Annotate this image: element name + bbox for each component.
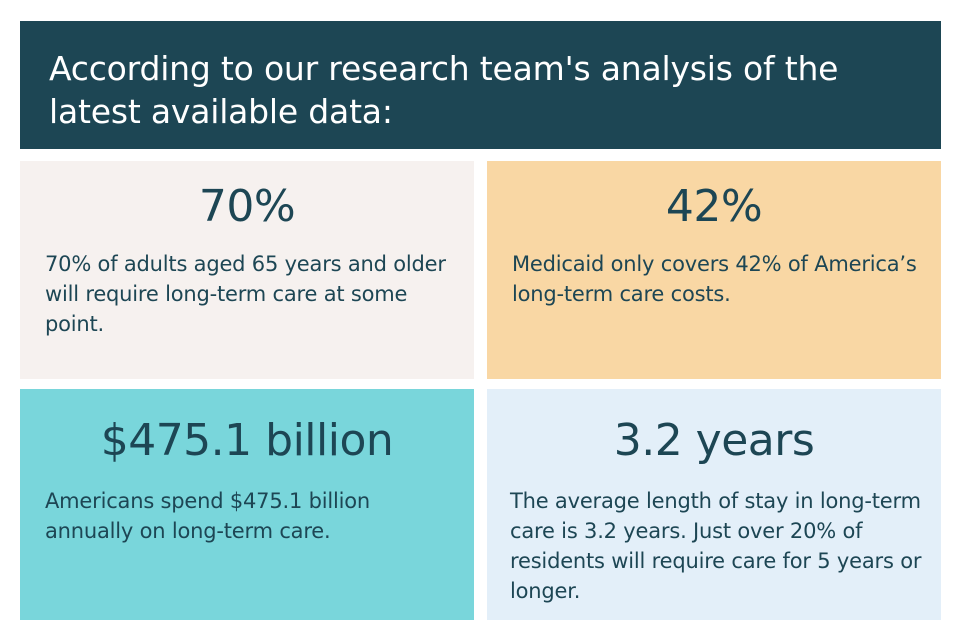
stat-value: 42% bbox=[665, 181, 763, 232]
stat-card-length-of-stay: 3.2 years The average length of stay in … bbox=[487, 389, 941, 620]
stat-card-adults-requiring-care: 70% 70% of adults aged 65 years and olde… bbox=[20, 161, 474, 379]
stat-value: 70% bbox=[198, 181, 296, 232]
stat-description: 70% of adults aged 65 years and older wi… bbox=[45, 252, 446, 336]
stat-value: 3.2 years bbox=[613, 415, 815, 466]
stat-description: Americans spend $475.1 billion annually … bbox=[45, 489, 371, 543]
stat-description: Medicaid only covers 42% of America’s lo… bbox=[512, 252, 917, 306]
stat-card-annual-spending: $475.1 billion Americans spend $475.1 bi… bbox=[20, 389, 474, 620]
stat-description: The average length of stay in long-term … bbox=[510, 489, 922, 603]
header-banner: According to our research team's analysi… bbox=[20, 21, 941, 149]
header-title: According to our research team's analysi… bbox=[49, 49, 839, 131]
stat-card-medicaid-coverage: 42% Medicaid only covers 42% of America’… bbox=[487, 161, 941, 379]
stat-value: $475.1 billion bbox=[100, 415, 394, 466]
